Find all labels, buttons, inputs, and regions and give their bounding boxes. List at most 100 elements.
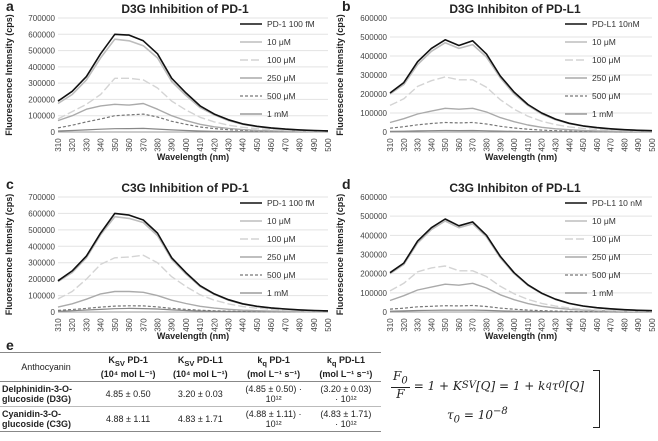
chart-a-legend-label: 100 μM: [267, 55, 296, 65]
chart-d-x-tick-label: 330: [414, 318, 423, 332]
chart-b-legend-label: 250 μM: [592, 73, 621, 83]
equation-bracket: [593, 370, 600, 428]
chart-b-y-tick-label: 600000: [360, 14, 387, 23]
header-kq-pd1-sub: q: [262, 358, 267, 368]
chart-a-y-tick-label: 400000: [28, 63, 55, 72]
header-kq-pd1-symbol: k: [257, 355, 263, 365]
chart-c-y-tick-label: 300000: [28, 259, 55, 268]
header-ksv-pdl1-sub: SV: [184, 358, 195, 368]
chart-a-y-tick-label: 0: [51, 128, 56, 137]
chart-b-x-tick-label: 470: [607, 138, 616, 152]
chart-d-y-tick-label: 600000: [360, 193, 387, 202]
chart-d-x-tick-label: 390: [496, 318, 505, 332]
chart-a-x-tick-label: 430: [225, 138, 234, 152]
chart-c-x-tick-label: 390: [168, 318, 177, 332]
row-c3g-ksv-pd1: 4.88 ± 1.11: [92, 406, 165, 432]
chart-a-x-tick-label: 380: [153, 138, 162, 152]
chart-b-series-line: [389, 129, 652, 133]
chart-c-series-line: [57, 290, 329, 313]
chart-d-y-axis-label: Fluorescence Intensity (cps): [335, 194, 345, 316]
chart-b-x-tick-label: 430: [551, 138, 560, 152]
chart-a-x-tick-label: 350: [111, 138, 120, 152]
chart-c-series-line: [57, 212, 329, 312]
chart-c-x-tick-label: 450: [253, 318, 262, 332]
eq2-tau-sub: 0: [453, 414, 461, 426]
chart-b-x-tick-label: 460: [593, 138, 602, 152]
eq-tau: τ: [551, 378, 559, 393]
chart-a-y-tick-label: 600000: [28, 30, 55, 39]
chart-d-series-line: [389, 304, 652, 313]
chart-b-series-line: [389, 121, 653, 133]
chart-b-y-tick-label: 0: [383, 128, 388, 137]
row-d3g-kq-pd1: (4.85 ± 0.50) · 10¹²: [236, 381, 311, 407]
chart-a-y-tick-label: 100000: [28, 112, 55, 121]
row-d3g-kq-pd1-line2: 10¹²: [265, 393, 282, 404]
header-kq-pdl1: kq PD-L1 (mol L⁻¹ s⁻¹): [310, 352, 381, 382]
chart-b-x-tick-label: 420: [538, 138, 547, 152]
chart-d-series-line: [389, 218, 653, 312]
eq-rhs-part2: [Q] = 1 + k: [475, 378, 546, 393]
eq-ksv-sub: SV: [461, 380, 476, 392]
chart-d-y-tick-label: 200000: [360, 270, 387, 279]
chart-a-title: D3G Inhibition of PD-1: [121, 2, 249, 16]
chart-c-x-axis-label: Wavelength (nm): [157, 331, 229, 341]
panel-letter-a: a: [6, 0, 14, 14]
chart-b-x-tick-label: 440: [565, 138, 574, 152]
header-kq-pd1-rest: PD-1: [266, 355, 290, 365]
chart-a-series-line: [57, 77, 329, 132]
chart-d-legend-label: 500 μM: [592, 270, 621, 280]
chart-d-x-axis-label: Wavelength (nm): [485, 331, 557, 341]
chart-d-x-tick-label: 450: [579, 318, 588, 332]
chart-a-legend-label: 1 mM: [267, 109, 288, 119]
header-ksv-pd1: KSV PD-1 (10⁴ mol L⁻¹): [92, 352, 165, 382]
f0-over-f-fraction: F0 F: [391, 370, 410, 401]
chart-a-x-tick-label: 460: [267, 138, 276, 152]
header-anthocyanin-label: Anthocyanin: [21, 361, 71, 372]
row-c3g-kq-pdl1: (4.83 ± 1.71) · 10¹²: [310, 406, 381, 432]
chart-a-legend-label: PD-1 100 fM: [267, 19, 315, 29]
table-row: Cyanidin-3-O- glucoside (C3G) 4.88 ± 1.1…: [0, 406, 381, 432]
chart-d-x-tick-label: 460: [593, 318, 602, 332]
chart-d-legend-label: 1 mM: [592, 288, 613, 298]
chart-c-x-tick-label: 330: [82, 318, 91, 332]
chart-c-legend-label: 1 mM: [267, 288, 288, 298]
chart-b-y-tick-label: 300000: [360, 71, 387, 80]
chart-a-legend-label: 250 μM: [267, 73, 296, 83]
chart-c-y-tick-label: 400000: [28, 242, 55, 251]
chart-c-y-axis-label: Fluorescence Intensity (cps): [4, 194, 14, 316]
chart-a-legend-label: 500 μM: [267, 91, 296, 101]
chart-c-legend-label: 10 μM: [267, 216, 291, 226]
chart-c-x-tick-label: 350: [111, 318, 120, 332]
chart-a-y-tick-label: 200000: [28, 95, 55, 104]
header-ksv-pdl1-units: (10⁴ mol L⁻¹): [172, 368, 228, 379]
chart-b-y-tick-label: 200000: [360, 90, 387, 99]
chart-c-y-tick-label: 600000: [28, 209, 55, 218]
panel-letter-c: c: [6, 176, 14, 192]
chart-b-y-tick-label: 400000: [360, 52, 387, 61]
chart-a-x-tick-label: 310: [54, 138, 63, 152]
chart-b-x-tick-label: 490: [634, 138, 643, 152]
panel-letter-e: e: [6, 337, 14, 353]
row-d3g-kq-pdl1: (3.20 ± 0.03) · 10¹²: [310, 381, 381, 407]
row-d3g-name-line2: glucoside (D3G): [2, 393, 72, 404]
quenching-constants-table: Anthocyanin KSV PD-1 (10⁴ mol L⁻¹) KSV P…: [0, 352, 381, 432]
row-d3g-ksv-pd1: 4.85 ± 0.50: [92, 381, 165, 407]
chart-b-x-tick-label: 320: [400, 138, 409, 152]
chart-c-x-tick-label: 430: [225, 318, 234, 332]
chart-b-x-tick-label: 340: [427, 138, 436, 152]
header-ksv-pdl1-symbol: K: [177, 355, 185, 365]
chart-c-title: C3G Inhibition of PD-1: [121, 181, 249, 195]
chart-b-x-tick-label: 480: [620, 138, 629, 152]
table-row: Delphinidin-3-O- glucoside (D3G) 4.85 ± …: [0, 381, 381, 407]
chart-d-y-tick-label: 400000: [360, 231, 387, 240]
chart-a-x-tick-label: 470: [281, 138, 290, 152]
chart-b-x-tick-label: 390: [496, 138, 505, 152]
table-header-row: Anthocyanin KSV PD-1 (10⁴ mol L⁻¹) KSV P…: [0, 352, 381, 382]
chart-c-y-tick-label: 200000: [28, 275, 55, 284]
chart-d-x-tick-label: 340: [427, 318, 436, 332]
chart-b-series-line: [389, 39, 653, 132]
chart-c-x-tick-label: 400: [182, 318, 191, 332]
header-kq-pd1-units: (mol L⁻¹ s⁻¹): [247, 368, 301, 379]
stern-volmer-equations: F0 F = 1 + K SV [Q] = 1 + k q τ 0 [Q] τ0 = 10−…: [387, 370, 600, 428]
chart-a-series-line: [57, 102, 329, 133]
